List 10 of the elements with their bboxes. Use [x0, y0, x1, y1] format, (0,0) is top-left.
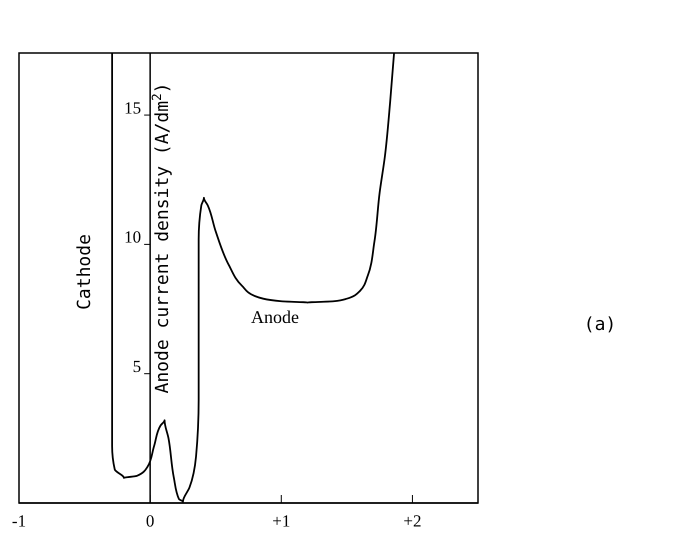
x-tick-label: 0 [146, 511, 154, 530]
annotation: Cathode [74, 234, 95, 310]
annotation: Anode [251, 307, 299, 327]
x-tick-label: -1 [12, 511, 26, 530]
x-tick-label: +2 [403, 511, 422, 530]
y-tick-label: 5 [132, 356, 142, 376]
y-tick-label: 10 [124, 228, 142, 247]
y-tick-label: 15 [124, 98, 142, 118]
text: (a) [584, 314, 616, 335]
x-tick-label: +1 [272, 511, 290, 530]
